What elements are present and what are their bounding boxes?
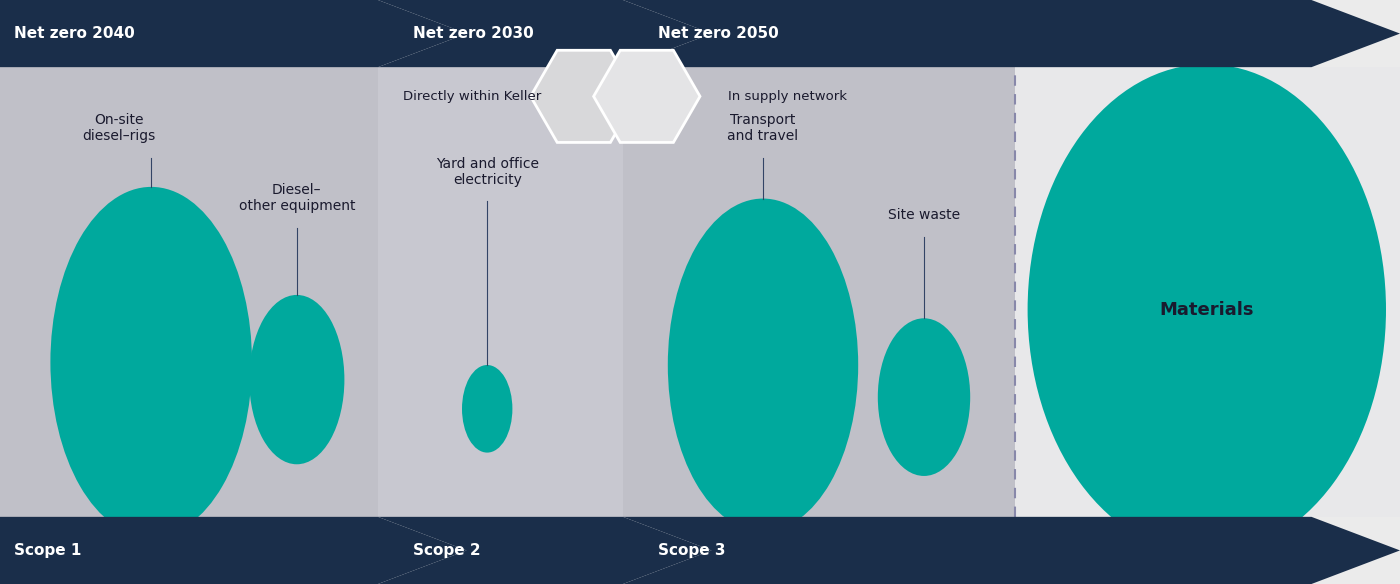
Text: Scope 3: Scope 3 <box>658 543 725 558</box>
Ellipse shape <box>878 318 970 476</box>
Text: Net zero 2040: Net zero 2040 <box>14 26 134 41</box>
Ellipse shape <box>462 365 512 453</box>
Text: Transport
and travel: Transport and travel <box>728 113 798 143</box>
Text: Scope 1: Scope 1 <box>14 543 81 558</box>
Text: In supply network: In supply network <box>728 90 847 103</box>
Polygon shape <box>531 50 637 142</box>
Bar <box>1015 67 1400 517</box>
Text: Directly within Keller: Directly within Keller <box>403 90 542 103</box>
Text: Site waste: Site waste <box>888 208 960 222</box>
Text: Diesel–
other equipment: Diesel– other equipment <box>238 183 356 213</box>
Ellipse shape <box>668 199 858 531</box>
Ellipse shape <box>1028 64 1386 555</box>
Polygon shape <box>594 50 700 142</box>
Text: Materials: Materials <box>1159 301 1254 318</box>
Bar <box>0 67 378 517</box>
Bar <box>623 67 1015 517</box>
Text: Scope 2: Scope 2 <box>413 543 480 558</box>
Polygon shape <box>0 0 466 67</box>
Polygon shape <box>378 517 711 584</box>
Polygon shape <box>623 517 1400 584</box>
Text: Net zero 2050: Net zero 2050 <box>658 26 778 41</box>
Polygon shape <box>623 0 1400 67</box>
Polygon shape <box>378 0 711 67</box>
Ellipse shape <box>50 187 252 537</box>
Text: Net zero 2030: Net zero 2030 <box>413 26 533 41</box>
Text: On-site
diesel–rigs: On-site diesel–rigs <box>83 113 155 143</box>
Ellipse shape <box>249 295 344 464</box>
Polygon shape <box>0 517 466 584</box>
Text: Yard and office
electricity: Yard and office electricity <box>435 157 539 187</box>
Bar <box>378 67 623 517</box>
